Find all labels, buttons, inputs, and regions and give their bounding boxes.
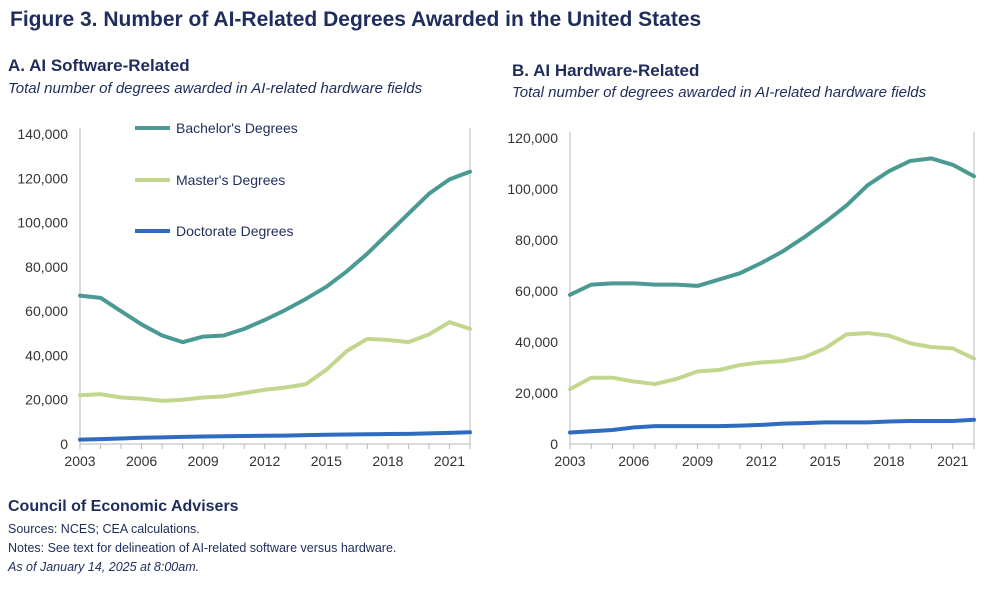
series-line-master-s-degrees <box>78 320 472 403</box>
x-tick-label: 2012 <box>249 453 280 469</box>
y-tick-label: 0 <box>60 436 68 452</box>
x-tick-label: 2015 <box>311 453 342 469</box>
y-tick-label: 40,000 <box>515 334 558 350</box>
y-tick-label: 120,000 <box>17 170 68 186</box>
x-tick-label: 2018 <box>873 453 904 469</box>
x-tick-label: 2018 <box>372 453 403 469</box>
x-tick-label: 2009 <box>188 453 219 469</box>
figure-title: Figure 3. Number of AI-Related Degrees A… <box>10 8 702 31</box>
series-line-master-s-degrees <box>568 331 976 392</box>
chart-software: 0 20,000 40,000 60,000 80,000 100,000 120,000 1… <box>17 120 472 469</box>
x-tick-label: 2021 <box>434 453 465 469</box>
legend-label-bachelor-s-degrees: Bachelor's Degrees <box>176 120 298 136</box>
x-tick-label: 2009 <box>682 453 713 469</box>
x-tick-label: 2015 <box>810 453 841 469</box>
panel-b-subtitle: Total number of degrees awarded in AI-re… <box>512 84 927 101</box>
y-tick-label: 40,000 <box>25 347 68 363</box>
x-tick-label: 2006 <box>618 453 649 469</box>
panel-a-title: A. AI Software-Related <box>8 56 190 75</box>
chart-hardware: 0 20,000 40,000 60,000 80,000 100,000 120,000 2… <box>507 130 976 469</box>
y-tick-label: 140,000 <box>17 126 68 142</box>
y-tick-label: 120,000 <box>507 130 558 146</box>
series-line-doctorate-degrees <box>78 430 472 442</box>
y-tick-label: 100,000 <box>507 181 558 197</box>
x-tick-label: 2021 <box>937 453 968 469</box>
legend-label-master-s-degrees: Master's Degrees <box>176 172 285 188</box>
y-tick-label: 80,000 <box>25 259 68 275</box>
x-tick-label: 2006 <box>126 453 157 469</box>
panel-a-subtitle: Total number of degrees awarded in AI-re… <box>8 80 423 97</box>
y-tick-label: 0 <box>550 436 558 452</box>
sources-note: Sources: NCES; CEA calculations. <box>8 522 200 536</box>
y-tick-label: 80,000 <box>515 232 558 248</box>
as-of-note: As of January 14, 2025 at 8:00am. <box>8 560 200 574</box>
series-line-bachelor-s-degrees <box>78 169 472 345</box>
x-tick-label: 2012 <box>746 453 777 469</box>
y-tick-label: 100,000 <box>17 215 68 231</box>
panel-b-title: B. AI Hardware-Related <box>512 61 700 80</box>
series-line-bachelor-s-degrees <box>568 156 976 297</box>
y-tick-label: 60,000 <box>515 283 558 299</box>
x-tick-label: 2003 <box>554 453 585 469</box>
x-tick-label: 2003 <box>64 453 95 469</box>
y-tick-label: 20,000 <box>515 385 558 401</box>
y-tick-label: 60,000 <box>25 303 68 319</box>
notes-text: Notes: See text for delineation of AI-re… <box>8 541 397 555</box>
legend-label-doctorate-degrees: Doctorate Degrees <box>176 223 294 239</box>
source-organization: Council of Economic Advisers <box>8 498 239 515</box>
y-tick-label: 20,000 <box>25 392 68 408</box>
series-line-doctorate-degrees <box>568 417 976 435</box>
